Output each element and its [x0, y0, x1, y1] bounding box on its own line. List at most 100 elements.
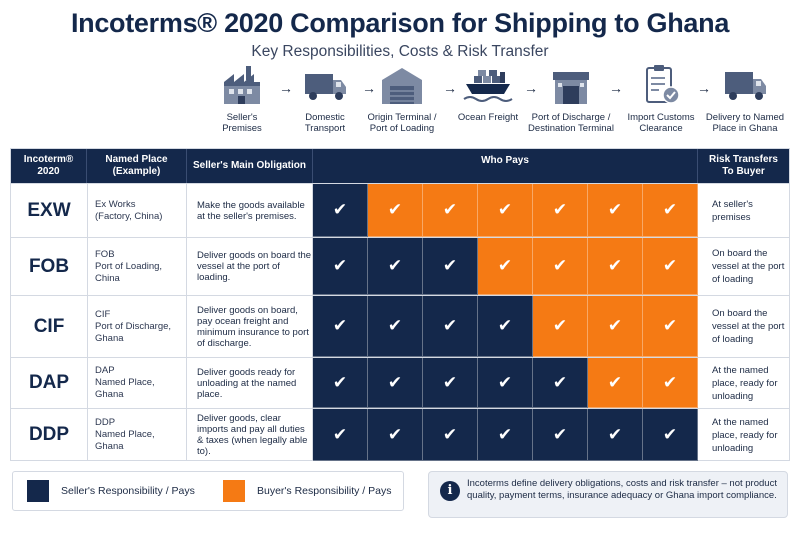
terminal-icon: [545, 62, 597, 108]
legend-seller-label: Seller's Responsibility / Pays: [61, 485, 195, 497]
seller-pays-cell: ✔: [423, 296, 478, 357]
legend: Seller's Responsibility / Pays Buyer's R…: [12, 471, 404, 511]
table-row: FOB FOB Port of Loading, China Deliver goods…: [11, 237, 789, 295]
header-named-place: Named Place (Example): [87, 149, 187, 183]
table-row: DDP DDP Named Place, Ghana Deliver goods, cl…: [11, 408, 789, 461]
checkmark-icon: ✔: [387, 316, 403, 335]
header-obligation: Seller's Main Obligation: [187, 149, 313, 183]
table-row: DAP DAP Named Place, Ghana Deliver goods rea…: [11, 357, 789, 408]
arrow-right-icon: →: [443, 80, 457, 96]
risk-transfer-point: At the named place, ready for unloading: [712, 364, 778, 402]
checkmark-icon: ✔: [552, 256, 568, 275]
seller-pays-cell: ✔: [533, 409, 588, 461]
risk-transfer-point: On board the vessel at the port of loadi…: [712, 248, 785, 285]
seller-pays-cell: ✔: [313, 238, 368, 295]
seller-pays-cell: ✔: [368, 238, 423, 295]
named-place: CIF Port of Discharge, Ghana: [87, 296, 187, 357]
checkmark-icon: ✔: [442, 424, 458, 444]
arrow-right-icon: →: [362, 80, 376, 96]
seller-pays-cell: ✔: [533, 358, 588, 408]
seller-pays-cell: ✔: [313, 409, 368, 461]
checkmark-icon: ✔: [332, 200, 348, 219]
shipping-stages: Seller's Premises → Domestic Transport →: [0, 62, 800, 142]
named-place: DDP Named Place, Ghana: [87, 409, 187, 461]
buyer-pays-cell: ✔: [588, 238, 643, 295]
checkmark-icon: ✔: [552, 424, 568, 444]
stage-ocean-freight: Ocean Freight: [445, 62, 531, 123]
checkmark-icon: ✔: [497, 256, 513, 275]
header-incoterm: Incoterm® 2020: [11, 149, 87, 183]
legend-buyer-label: Buyer's Responsibility / Pays: [257, 485, 392, 497]
arrow-right-icon: →: [279, 80, 293, 96]
checkmark-icon: ✔: [607, 316, 623, 335]
factory-icon: [216, 62, 268, 108]
buyer-pays-cell: ✔: [643, 296, 698, 357]
who-pays-cells: ✔ ✔ ✔ ✔ ✔ ✔ ✔: [313, 296, 698, 357]
named-place-line: DAP: [95, 365, 115, 376]
stage-label: Delivery to Named Place in Ghana: [705, 112, 785, 134]
buyer-pays-cell: ✔: [643, 184, 698, 237]
checkmark-icon: ✔: [332, 316, 348, 335]
named-place-line: (Factory, China): [95, 210, 163, 222]
seller-pays-cell: ✔: [423, 238, 478, 295]
named-place-line: Named Place,: [95, 429, 155, 440]
stage-origin-terminal: Origin Terminal / Port of Loading: [359, 62, 445, 134]
named-place-line: Ghana: [95, 389, 124, 400]
buyer-pays-cell: ✔: [368, 184, 423, 237]
incoterm-code: DAP: [11, 358, 88, 408]
header-who-pays: Who Pays: [313, 149, 698, 183]
seller-pays-cell: ✔: [588, 409, 643, 461]
named-place-line: CIF: [95, 308, 111, 320]
stage-domestic-transport: Domestic Transport: [282, 62, 368, 134]
who-pays-cells: ✔ ✔ ✔ ✔ ✔ ✔ ✔: [313, 358, 698, 408]
seller-obligation: Deliver goods on board the vessel at the…: [187, 238, 313, 295]
buyer-swatch: [223, 480, 245, 502]
seller-pays-cell: ✔: [423, 409, 478, 461]
page-subtitle: Key Responsibilities, Costs & Risk Trans…: [251, 43, 549, 60]
buyer-pays-cell: ✔: [533, 296, 588, 357]
who-pays-cells: ✔ ✔ ✔ ✔ ✔ ✔ ✔: [313, 184, 698, 237]
seller-pays-cell: ✔: [313, 184, 368, 237]
named-place-line: Ghana: [95, 332, 124, 344]
checkmark-icon: ✔: [662, 200, 678, 219]
named-place: Ex Works (Factory, China): [87, 184, 187, 237]
checkmark-icon: ✔: [607, 372, 623, 392]
checkmark-icon: ✔: [497, 316, 513, 335]
incoterm-code: FOB: [11, 238, 88, 295]
checkmark-icon: ✔: [497, 424, 513, 444]
seller-pays-cell: ✔: [478, 296, 533, 357]
checkmark-icon: ✔: [387, 424, 403, 444]
stage-label: Ocean Freight: [457, 112, 519, 123]
buyer-pays-cell: ✔: [643, 238, 698, 295]
checkmark-icon: ✔: [442, 200, 458, 219]
named-place-line: Port of Discharge,: [95, 320, 172, 332]
delivery-truck-icon: [719, 62, 771, 108]
buyer-pays-cell: ✔: [588, 296, 643, 357]
buyer-pays-cell: ✔: [478, 238, 533, 295]
stage-label: Domestic Transport: [304, 112, 346, 134]
stage-label: Import Customs Clearance: [627, 112, 695, 134]
buyer-pays-cell: ✔: [533, 184, 588, 237]
checkmark-icon: ✔: [662, 256, 678, 275]
checkmark-icon: ✔: [497, 372, 513, 392]
checkmark-icon: ✔: [552, 200, 568, 219]
seller-pays-cell: ✔: [313, 296, 368, 357]
named-place-line: Ghana: [95, 441, 124, 452]
stage-delivery: Delivery to Named Place in Ghana: [702, 62, 788, 134]
checkmark-icon: ✔: [552, 372, 568, 392]
checkmark-icon: ✔: [442, 316, 458, 335]
named-place-line: Ex Works: [95, 198, 136, 210]
buyer-pays-cell: ✔: [533, 238, 588, 295]
seller-pays-cell: ✔: [368, 358, 423, 408]
checkmark-icon: ✔: [387, 372, 403, 392]
named-place-line: Named Place,: [95, 377, 155, 388]
table-row: EXW Ex Works (Factory, China) Make the good…: [11, 183, 789, 237]
incoterm-code: EXW: [11, 184, 88, 237]
header-risk-transfer: Risk Transfers To Buyer: [698, 149, 789, 183]
seller-pays-cell: ✔: [478, 358, 533, 408]
named-place-line: China: [95, 272, 120, 284]
ship-icon: [462, 62, 514, 108]
clipboard-check-icon: [635, 62, 687, 108]
who-pays-cells: ✔ ✔ ✔ ✔ ✔ ✔ ✔: [313, 238, 698, 295]
seller-obligation: Make the goods available at the seller's…: [187, 184, 313, 237]
